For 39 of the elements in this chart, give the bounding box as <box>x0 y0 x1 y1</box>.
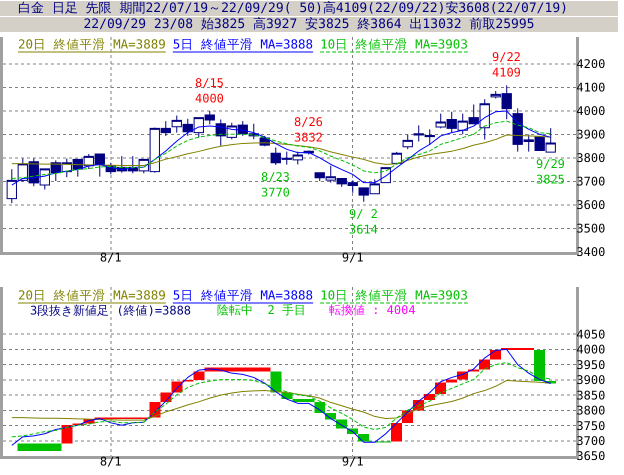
y-tick-label: 4200 <box>576 57 606 72</box>
annotation: 9/29 3825 <box>536 157 565 187</box>
y-tick-label: 4000 <box>576 104 606 118</box>
y-tick-label: 3800 <box>576 151 606 166</box>
x-tick-label: 8/1 <box>100 250 122 264</box>
x-tick-label: 9/1 <box>342 250 364 264</box>
y-tick-label: 3650 <box>576 449 606 464</box>
legend-label: 10日 終値平滑 MA=3903 <box>320 288 468 302</box>
annotation: 8/15 4000 <box>195 76 224 106</box>
y-tick-label: 3850 <box>576 388 606 402</box>
chart-subtitle: 22/09/29 23/08 始3825 高3927 安3825 終3864 出13032 前取25995 <box>0 17 618 32</box>
annotation: 9/ 2 3614 <box>349 207 378 237</box>
y-tick-label: 3900 <box>576 128 606 142</box>
legend-label: 20日 終値平滑 MA=3889 <box>18 288 166 302</box>
annotation: 陰転中 2 手目 <box>217 303 306 317</box>
legend-label: 5日 終値平滑 MA=3888 <box>172 288 314 302</box>
legend-label: 10日 終値平滑 MA=3903 <box>320 36 468 52</box>
legend-label: 5日 終値平滑 MA=3888 <box>172 36 314 52</box>
legend-label: 20日 終値平滑 MA=3889 <box>18 36 166 52</box>
y-tick-label: 3700 <box>576 434 606 448</box>
y-tick-label: 3900 <box>576 373 606 388</box>
annotation: 8/23 3770 <box>261 170 290 200</box>
y-tick-label: 3950 <box>576 358 606 372</box>
y-tick-label: 3600 <box>576 198 606 212</box>
y-tick-label: 4050 <box>576 327 606 342</box>
chart-title: 白金 日足 先限 期間22/07/19～22/09/29( 50)高4109(22/09/22)安3608(22/07/19) <box>0 1 618 16</box>
y-tick-label: 4100 <box>576 80 606 95</box>
y-tick-label: 3700 <box>576 174 606 189</box>
y-tick-label: 4000 <box>576 342 606 357</box>
annotation: 8/26 3832 <box>294 115 323 145</box>
annotation: 転換値 : 4004 <box>329 303 416 317</box>
x-tick-label: 8/1 <box>100 454 122 468</box>
x-tick-label: 9/1 <box>342 454 364 468</box>
text: 3段抜き新値足 (終値)=3888 <box>30 304 192 318</box>
y-tick-label: 3400 <box>576 245 606 260</box>
annotation: 9/22 4109 <box>492 50 521 80</box>
y-tick-label: 3800 <box>576 404 606 418</box>
y-tick-label: 3750 <box>576 418 606 433</box>
y-tick-label: 3500 <box>576 222 606 236</box>
